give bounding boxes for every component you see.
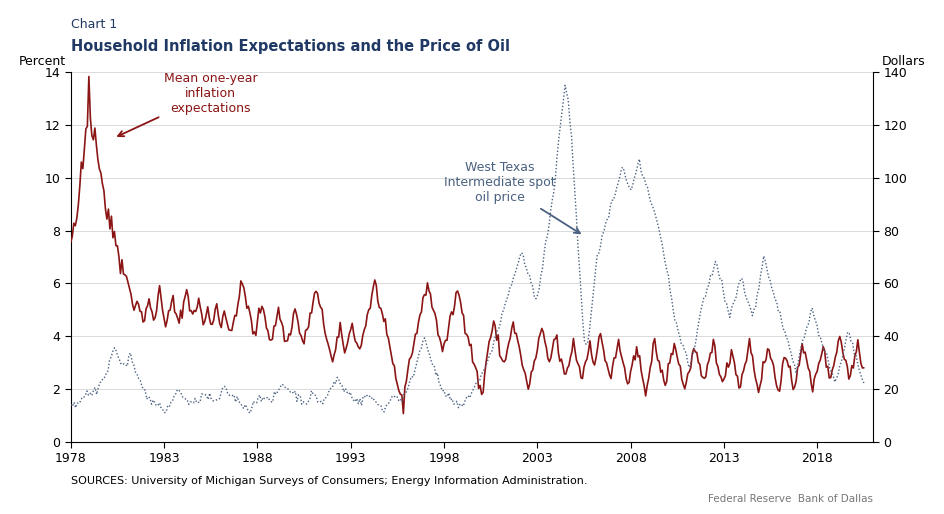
Text: Chart 1: Chart 1 <box>71 18 117 31</box>
Text: Federal Reserve  Bank of Dallas: Federal Reserve Bank of Dallas <box>708 494 873 504</box>
Text: Mean one-year
inflation
expectations: Mean one-year inflation expectations <box>118 71 258 136</box>
Text: SOURCES: University of Michigan Surveys of Consumers; Energy Information Adminis: SOURCES: University of Michigan Surveys … <box>71 476 587 486</box>
Text: Household Inflation Expectations and the Price of Oil: Household Inflation Expectations and the… <box>71 39 510 53</box>
Text: West Texas
Intermediate spot
oil price: West Texas Intermediate spot oil price <box>445 161 580 233</box>
Text: Dollars: Dollars <box>882 56 925 68</box>
Text: Percent: Percent <box>19 56 66 68</box>
